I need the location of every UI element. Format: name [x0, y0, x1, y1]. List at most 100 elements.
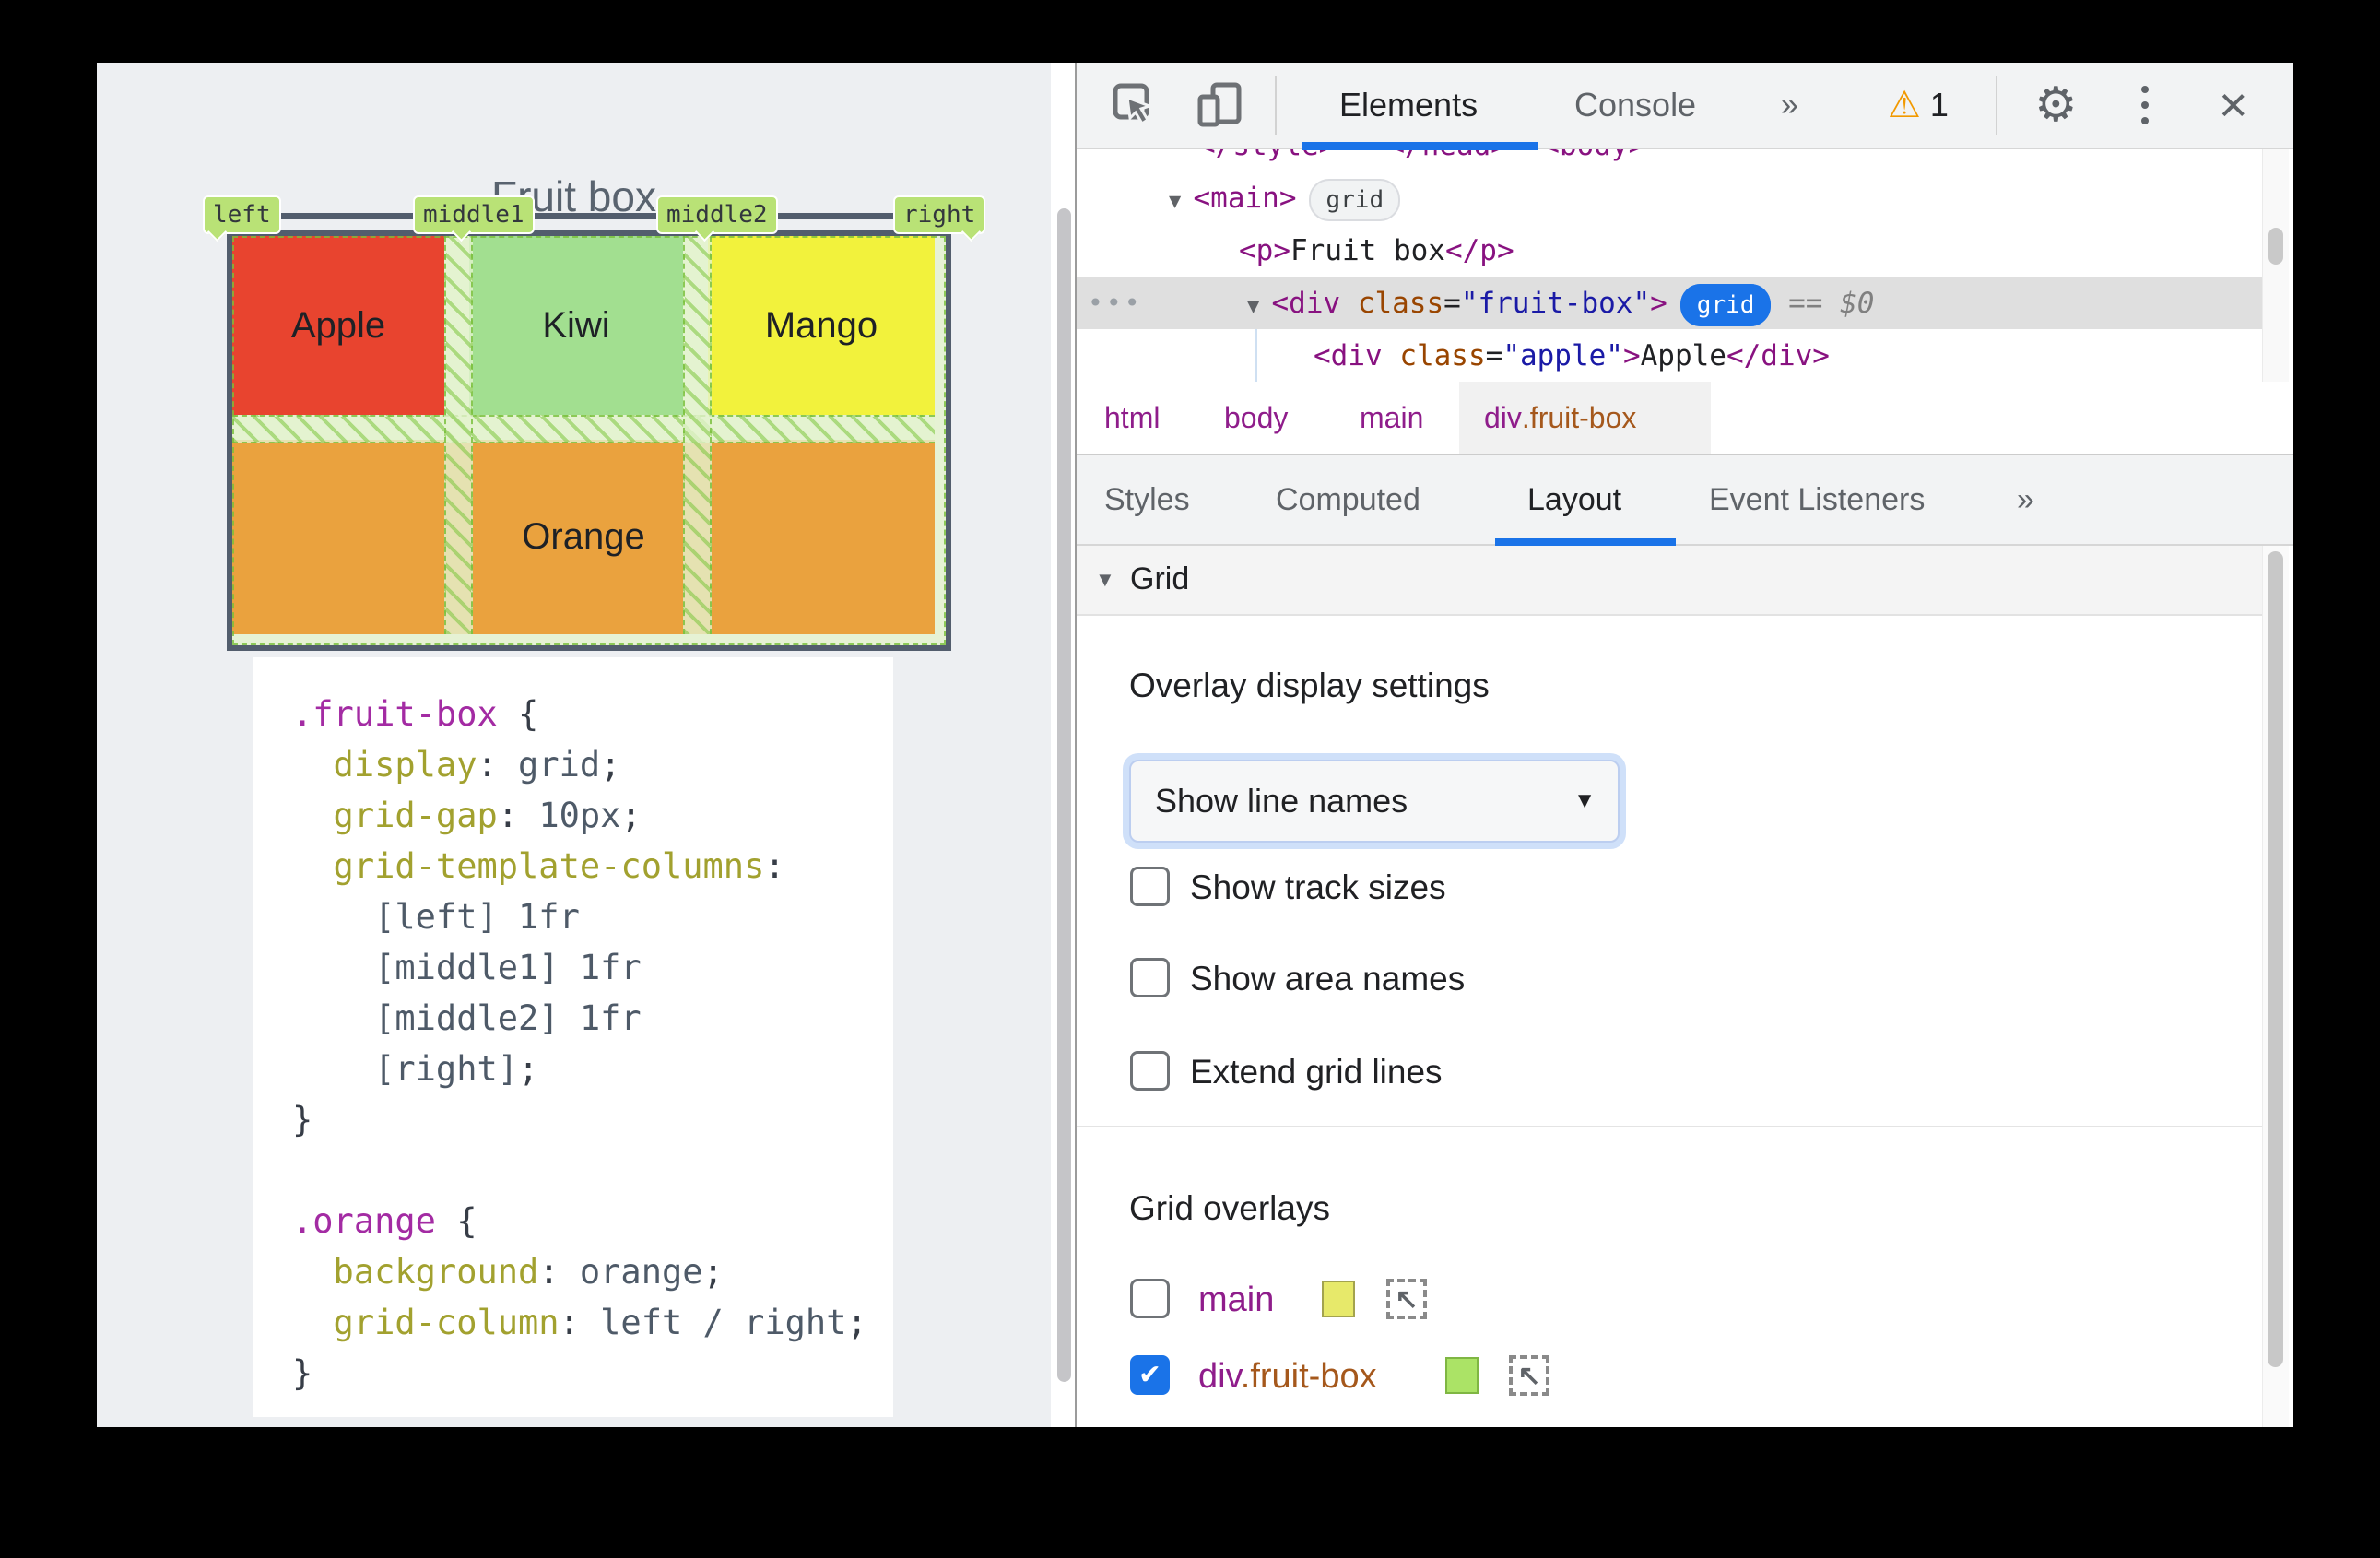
token-pun: :	[538, 1252, 580, 1292]
select-element-icon-fruit-box[interactable]: ↖	[1509, 1355, 1549, 1396]
page-scrollbar[interactable]	[1051, 63, 1077, 1427]
overlay-label-main[interactable]: main	[1198, 1281, 1274, 1320]
token-pun: ;	[702, 1252, 724, 1292]
cell-mango: Mango	[708, 236, 935, 415]
token-val: 10px	[538, 796, 621, 835]
grid-overlay-line	[230, 213, 940, 219]
warning-indicator[interactable]: ⚠ 1	[1888, 63, 1949, 148]
checkbox-show-track-sizes[interactable]	[1130, 867, 1170, 906]
code-line: }	[292, 1348, 893, 1399]
overlay-settings-heading: Overlay display settings	[1129, 667, 1490, 704]
browser-page: Fruit box left middle1 middle2 right App…	[97, 63, 1051, 1427]
checkbox-extend-grid-lines[interactable]	[1130, 1051, 1170, 1091]
layout-tab-underline	[1495, 538, 1676, 546]
token-tag: <div	[1314, 338, 1383, 372]
dropdown-caret-icon: ▼	[1573, 788, 1596, 813]
row-overflow-dots: •••	[1088, 288, 1143, 318]
token-val: [left] 1fr	[292, 897, 580, 937]
checkbox-overlay-main[interactable]	[1130, 1279, 1170, 1318]
tab-styles[interactable]: Styles	[1104, 481, 1190, 517]
select-element-icon-main[interactable]: ↖	[1386, 1279, 1427, 1319]
token-attr: class	[1340, 286, 1444, 320]
gear-icon[interactable]: ⚙	[2034, 78, 2078, 132]
checkbox-show-area-names[interactable]	[1130, 958, 1170, 997]
cell-apple: Apple	[232, 236, 444, 415]
css-code-card: .fruit-box { display: grid; grid-gap: 10…	[253, 657, 893, 1417]
tab--[interactable]: »	[2017, 481, 2034, 517]
token-text	[1336, 149, 1387, 162]
token-text	[1508, 149, 1542, 162]
layout-panel-scrollbar[interactable]	[2262, 546, 2289, 1427]
overlay-color-swatch-fruit-box[interactable]	[1445, 1357, 1479, 1394]
devtools-panel: Elements Console » ⚠ 1 ⚙ × </style> </he…	[1075, 63, 2293, 1427]
token-prop: grid-column	[292, 1303, 560, 1342]
code-line: [middle2] 1fr	[292, 993, 893, 1044]
line-names-dropdown[interactable]: Show line names ▼	[1129, 760, 1620, 843]
grid-line-label-right: right	[893, 195, 986, 234]
label-show-area-names[interactable]: Show area names	[1190, 960, 1466, 997]
tab-console[interactable]: Console	[1574, 86, 1697, 124]
token-tag: </div>	[1726, 338, 1830, 372]
grid-section-header[interactable]: ▼ Grid	[1077, 546, 2262, 616]
token-tag: >	[1622, 338, 1641, 372]
token-pun: }	[292, 1100, 313, 1139]
dom-tree-scrollbar-thumb[interactable]	[2268, 228, 2283, 265]
elements-tab-underline	[1302, 142, 1538, 150]
checkbox-overlay-fruit-box[interactable]: ✔	[1130, 1355, 1170, 1395]
code-line: .fruit-box {	[292, 689, 893, 739]
token-val: orange	[579, 1252, 703, 1292]
kebab-menu-icon[interactable]	[2141, 63, 2149, 148]
code-line: [right];	[292, 1044, 893, 1094]
token-ct: main	[1360, 400, 1424, 434]
close-icon[interactable]: ×	[2219, 77, 2248, 133]
token-pun: :	[497, 796, 539, 835]
dom-row[interactable]: ••• ▼ <div class="fruit-box"> grid == $0	[1077, 277, 2262, 329]
code-line: display: grid;	[292, 739, 893, 790]
fruit-box-grid: Apple Kiwi Mango Orange	[227, 230, 951, 651]
grid-line-label-middle1: middle1	[413, 195, 535, 234]
tab-computed[interactable]: Computed	[1276, 481, 1420, 517]
token-sel: .fruit-box	[292, 694, 498, 734]
label-extend-grid-lines[interactable]: Extend grid lines	[1190, 1053, 1443, 1091]
label-show-track-sizes[interactable]: Show track sizes	[1190, 868, 1446, 906]
inspect-element-icon[interactable]	[1111, 63, 1159, 148]
dom-row[interactable]: <p>Fruit box</p>	[1077, 224, 2262, 277]
token-ct: body	[1224, 400, 1289, 434]
breadcrumb-item[interactable]: div .fruit-box	[1484, 382, 1636, 454]
token-avalue: "fruit-box"	[1460, 286, 1651, 320]
token-val: [middle1] 1fr	[292, 948, 642, 987]
token-pun: }	[292, 1353, 313, 1393]
tab-elements[interactable]: Elements	[1339, 86, 1479, 124]
page-scrollbar-thumb[interactable]	[1057, 208, 1071, 1382]
code-line: [middle1] 1fr	[292, 942, 893, 993]
code-line	[292, 1145, 893, 1196]
layout-panel-scrollbar-thumb[interactable]	[2268, 551, 2283, 1367]
tab-event-listeners[interactable]: Event Listeners	[1709, 481, 1926, 517]
dom-row[interactable]: ▼ <main> grid	[1077, 171, 2262, 224]
token-pun: ;	[518, 1049, 539, 1089]
token-val: [right]	[292, 1049, 519, 1089]
token-tag: <main>	[1193, 181, 1297, 215]
line-names-dropdown-value: Show line names	[1155, 782, 1408, 820]
overlay-fruitbox-class: .fruit-box	[1240, 1357, 1377, 1396]
more-tabs-chevron[interactable]: »	[1781, 87, 1798, 123]
grid-line-label-left: left	[203, 195, 281, 234]
device-toolbar-icon[interactable]	[1195, 63, 1246, 148]
token-ct: div	[1484, 400, 1522, 434]
grid-section-title: Grid	[1130, 561, 1190, 596]
code-line: grid-template-columns:	[292, 841, 893, 891]
token-val: grid	[518, 745, 601, 785]
dom-row[interactable]: <div class="apple">Apple</div>	[1077, 329, 2262, 382]
tab-layout[interactable]: Layout	[1527, 481, 1622, 517]
code-line: .orange {	[292, 1196, 893, 1246]
overlay-color-swatch-main[interactable]	[1322, 1281, 1355, 1317]
token-avalue: "apple"	[1502, 338, 1623, 372]
breadcrumb-item[interactable]: body	[1224, 382, 1288, 454]
breadcrumb-item[interactable]: main	[1360, 382, 1423, 454]
dom-row[interactable]: </style> </head> <body>	[1077, 149, 2262, 171]
dom-tree-scrollbar[interactable]	[2262, 149, 2289, 382]
overlay-label-fruit-box[interactable]: div.fruit-box	[1198, 1357, 1377, 1397]
grid-gap-column-hatch-1	[444, 236, 473, 634]
dom-row-content: <div class="apple">Apple</div>	[1077, 339, 1830, 372]
breadcrumb-item[interactable]: html	[1104, 382, 1160, 454]
